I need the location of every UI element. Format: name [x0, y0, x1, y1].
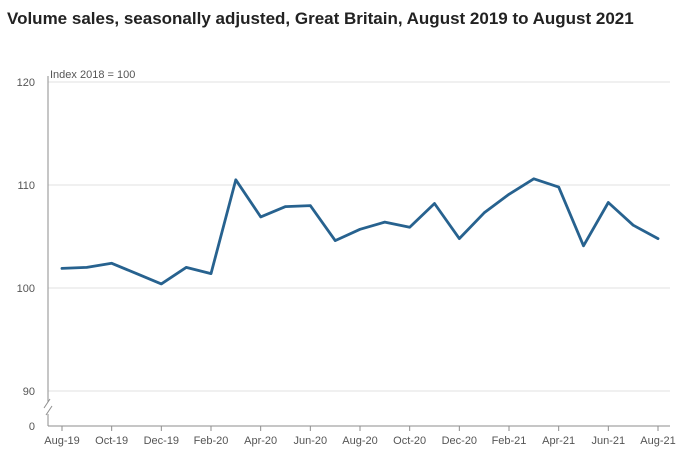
data-point — [209, 272, 213, 275]
data-point — [234, 178, 238, 182]
x-tick-label: Apr-20 — [244, 435, 277, 447]
data-point — [85, 266, 89, 269]
x-tick-label: Aug-20 — [342, 435, 377, 447]
data-point — [656, 237, 660, 240]
axis-break-gap — [42, 402, 54, 414]
data-point — [408, 226, 411, 229]
x-tick-label: Dec-20 — [442, 435, 477, 447]
data-point — [607, 201, 610, 204]
x-tick-label: Jun-21 — [592, 435, 626, 447]
data-point — [333, 239, 337, 242]
y-tick-label: 100 — [17, 283, 35, 295]
series-line — [60, 177, 660, 286]
y-units-label: Index 2018 = 100 — [50, 69, 135, 81]
data-point — [259, 215, 262, 219]
data-point — [184, 266, 188, 269]
y-tick-label: 120 — [17, 77, 35, 89]
data-point — [309, 204, 312, 207]
data-point — [458, 237, 461, 240]
data-point — [60, 267, 64, 270]
data-point — [482, 211, 486, 215]
axis-break-mark — [45, 405, 53, 416]
x-tick-label: Apr-21 — [542, 435, 575, 447]
data-point — [433, 202, 436, 205]
data-point — [110, 262, 113, 265]
x-tick-label: Jun-20 — [294, 435, 328, 447]
x-tick-label: Feb-20 — [194, 435, 229, 447]
data-point — [383, 220, 387, 224]
x-tick-label: Oct-20 — [393, 435, 426, 447]
data-point — [358, 228, 362, 231]
data-point — [631, 223, 635, 227]
data-point — [135, 272, 138, 275]
x-tick-label: Dec-19 — [144, 435, 179, 447]
data-point — [557, 185, 560, 189]
data-point — [532, 177, 536, 181]
y-tick-label: 110 — [17, 180, 35, 192]
chart-title: Volume sales, seasonally adjusted, Great… — [7, 9, 634, 28]
data-point — [582, 244, 585, 247]
data-point — [507, 193, 511, 196]
x-tick-label: Aug-21 — [640, 435, 675, 447]
x-tick-label: Aug-19 — [44, 435, 79, 447]
axis-break-mark — [43, 398, 51, 409]
x-tick-label: Oct-19 — [95, 435, 128, 447]
y-tick-label: 0 — [29, 421, 35, 433]
data-point — [160, 282, 163, 286]
x-tick-label: Feb-21 — [492, 435, 527, 447]
y-tick-label: 90 — [23, 386, 35, 398]
data-point — [284, 205, 287, 208]
